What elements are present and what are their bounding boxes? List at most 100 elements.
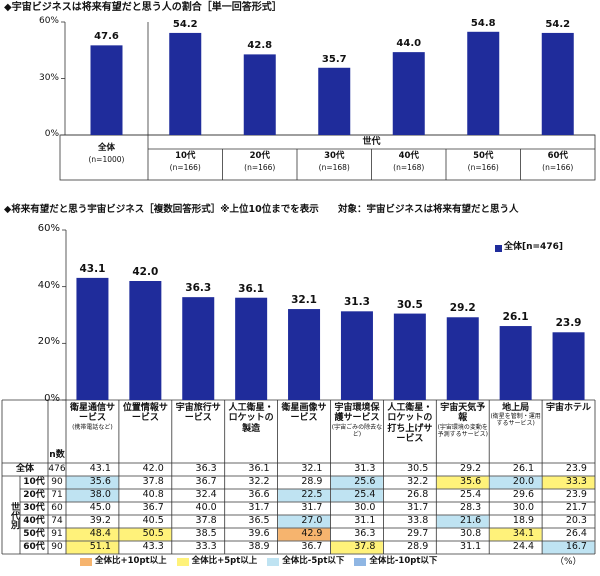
table-cell: 30.8 <box>460 528 482 539</box>
category-label: 地上局 <box>502 403 530 413</box>
table-cell: 33.8 <box>407 515 429 526</box>
table-cell: 42.9 <box>301 528 323 539</box>
category-label: 宇宙ホテル <box>546 403 592 413</box>
cell-highlight <box>66 528 119 541</box>
row-label: 10代 <box>23 477 45 487</box>
table-cell: 31.3 <box>354 463 376 474</box>
unit-label: （%） <box>555 557 582 567</box>
row-label: 60代 <box>23 542 45 552</box>
category-cell: 衛星通信サービス (携帯電話など) <box>67 403 118 432</box>
table-cell: 32.2 <box>248 476 270 487</box>
table-cell: 27.0 <box>301 515 323 526</box>
table-cell: 36.3 <box>354 528 376 539</box>
row-n: 71 <box>51 490 63 500</box>
legend-label: 全体比+10pt以上 <box>95 556 167 566</box>
legend-label: 全体比-5pt以下 <box>282 556 345 566</box>
value-label: 42.0 <box>132 266 159 278</box>
table-cell: 26.8 <box>407 489 429 500</box>
category-label: 宇宙旅行サービス <box>175 403 221 424</box>
table-cell: 31.1 <box>460 541 482 552</box>
value-label: 23.9 <box>555 317 582 330</box>
table-cell: 42.0 <box>142 463 164 474</box>
sample-size: (n=168) <box>393 163 425 172</box>
bar <box>446 317 479 400</box>
bar <box>182 297 215 400</box>
row-n: 74 <box>51 516 63 526</box>
cell-highlight <box>489 528 542 541</box>
category-label: 30代 <box>324 151 345 161</box>
table-cell: 51.1 <box>89 541 111 552</box>
y-tick-label: 20% <box>37 336 60 348</box>
y-tick-label: 40% <box>37 279 60 291</box>
table-cell: 28.3 <box>460 502 482 513</box>
value-label: 31.3 <box>343 296 370 309</box>
table-cell: 36.7 <box>301 541 323 552</box>
chart-title: ◆宇宙ビジネスは将来有望だと思う人の割合［単一回答形式］ <box>4 2 282 13</box>
category-label: 全体 <box>97 143 115 153</box>
table-cell: 29.2 <box>460 463 482 474</box>
legend-swatch <box>267 557 280 566</box>
table-cell: 16.7 <box>565 541 587 552</box>
table-cell: 38.9 <box>248 541 270 552</box>
table-cell: 36.7 <box>142 502 164 513</box>
value-label: 32.1 <box>291 294 317 307</box>
category-label: 宇宙環境保護サービス <box>334 403 380 424</box>
table-cell: 32.4 <box>195 489 217 500</box>
chart-title: ◆将来有望だと思う宇宙ビジネス［複数回答形式］※上位10位までを表示 <box>4 204 319 215</box>
category-cell: 宇宙環境保護サービス (宇宙ごみの除去など) <box>332 403 383 438</box>
table-cell: 37.8 <box>142 476 164 487</box>
cell-highlight <box>119 528 172 541</box>
table-cell: 37.8 <box>195 515 217 526</box>
value-label: 44.0 <box>396 38 422 50</box>
cell-highlight <box>278 515 330 528</box>
value-label: 42.8 <box>247 40 273 52</box>
table-cell: 36.5 <box>248 515 270 526</box>
table-cell: 35.6 <box>89 476 111 487</box>
table-cell: 50.5 <box>142 528 164 539</box>
category-cell: 宇宙ホテル <box>543 403 594 413</box>
table-cell: 32.2 <box>407 476 429 487</box>
table-cell: 20.0 <box>512 476 535 487</box>
value-label: 35.7 <box>321 53 347 65</box>
table-cell: 39.2 <box>89 515 111 526</box>
table-cell: 18.9 <box>512 515 535 526</box>
table-cell: 32.1 <box>301 463 323 474</box>
value-label: 54.8 <box>470 17 496 29</box>
value-label: 36.1 <box>238 282 265 295</box>
row-label: 40代 <box>23 516 45 526</box>
table-cell: 25.4 <box>354 489 376 500</box>
legend-swatch <box>495 245 502 252</box>
table-cell: 30.0 <box>512 502 535 513</box>
bar <box>235 297 268 400</box>
table-cell: 40.0 <box>195 502 217 513</box>
table-cell: 35.6 <box>460 476 482 487</box>
category-label: 60代 <box>547 151 568 161</box>
value-label: 30.5 <box>396 298 423 311</box>
row-label: 50代 <box>23 529 45 539</box>
table-cell: 29.6 <box>512 489 535 500</box>
table-cell: 31.1 <box>354 515 376 526</box>
sample-size: (n=166) <box>467 163 499 172</box>
y-tick-label: 30% <box>38 72 59 83</box>
bar <box>552 332 585 400</box>
sample-size: (n=168) <box>318 163 350 172</box>
category-cell: 衛星画像サービス <box>279 403 330 424</box>
bar <box>340 311 373 400</box>
cell-highlight <box>331 489 383 502</box>
chart-subtitle: 対象：宇宙ビジネスは将来有望だと思う人 <box>338 204 519 215</box>
cell-highlight <box>278 528 330 541</box>
sample-size: (n=1000) <box>88 155 125 164</box>
row-label: 20代 <box>23 490 45 500</box>
cell-highlight <box>542 541 595 554</box>
category-label: 人工衛星・ロケットの製造 <box>228 403 274 434</box>
table-cell: 20.3 <box>565 515 587 526</box>
table-cell: 31.7 <box>301 502 323 513</box>
value-label: 36.3 <box>185 282 212 295</box>
table-cell: 40.5 <box>142 515 164 526</box>
category-note: (宇宙ごみの除去など) <box>331 423 383 438</box>
table-cell: 29.7 <box>407 528 429 539</box>
table-cell: 25.4 <box>460 489 482 500</box>
table-cell: 28.9 <box>407 541 429 552</box>
category-cell: 人工衛星・ロケットの打ち上げサービス <box>384 403 435 444</box>
